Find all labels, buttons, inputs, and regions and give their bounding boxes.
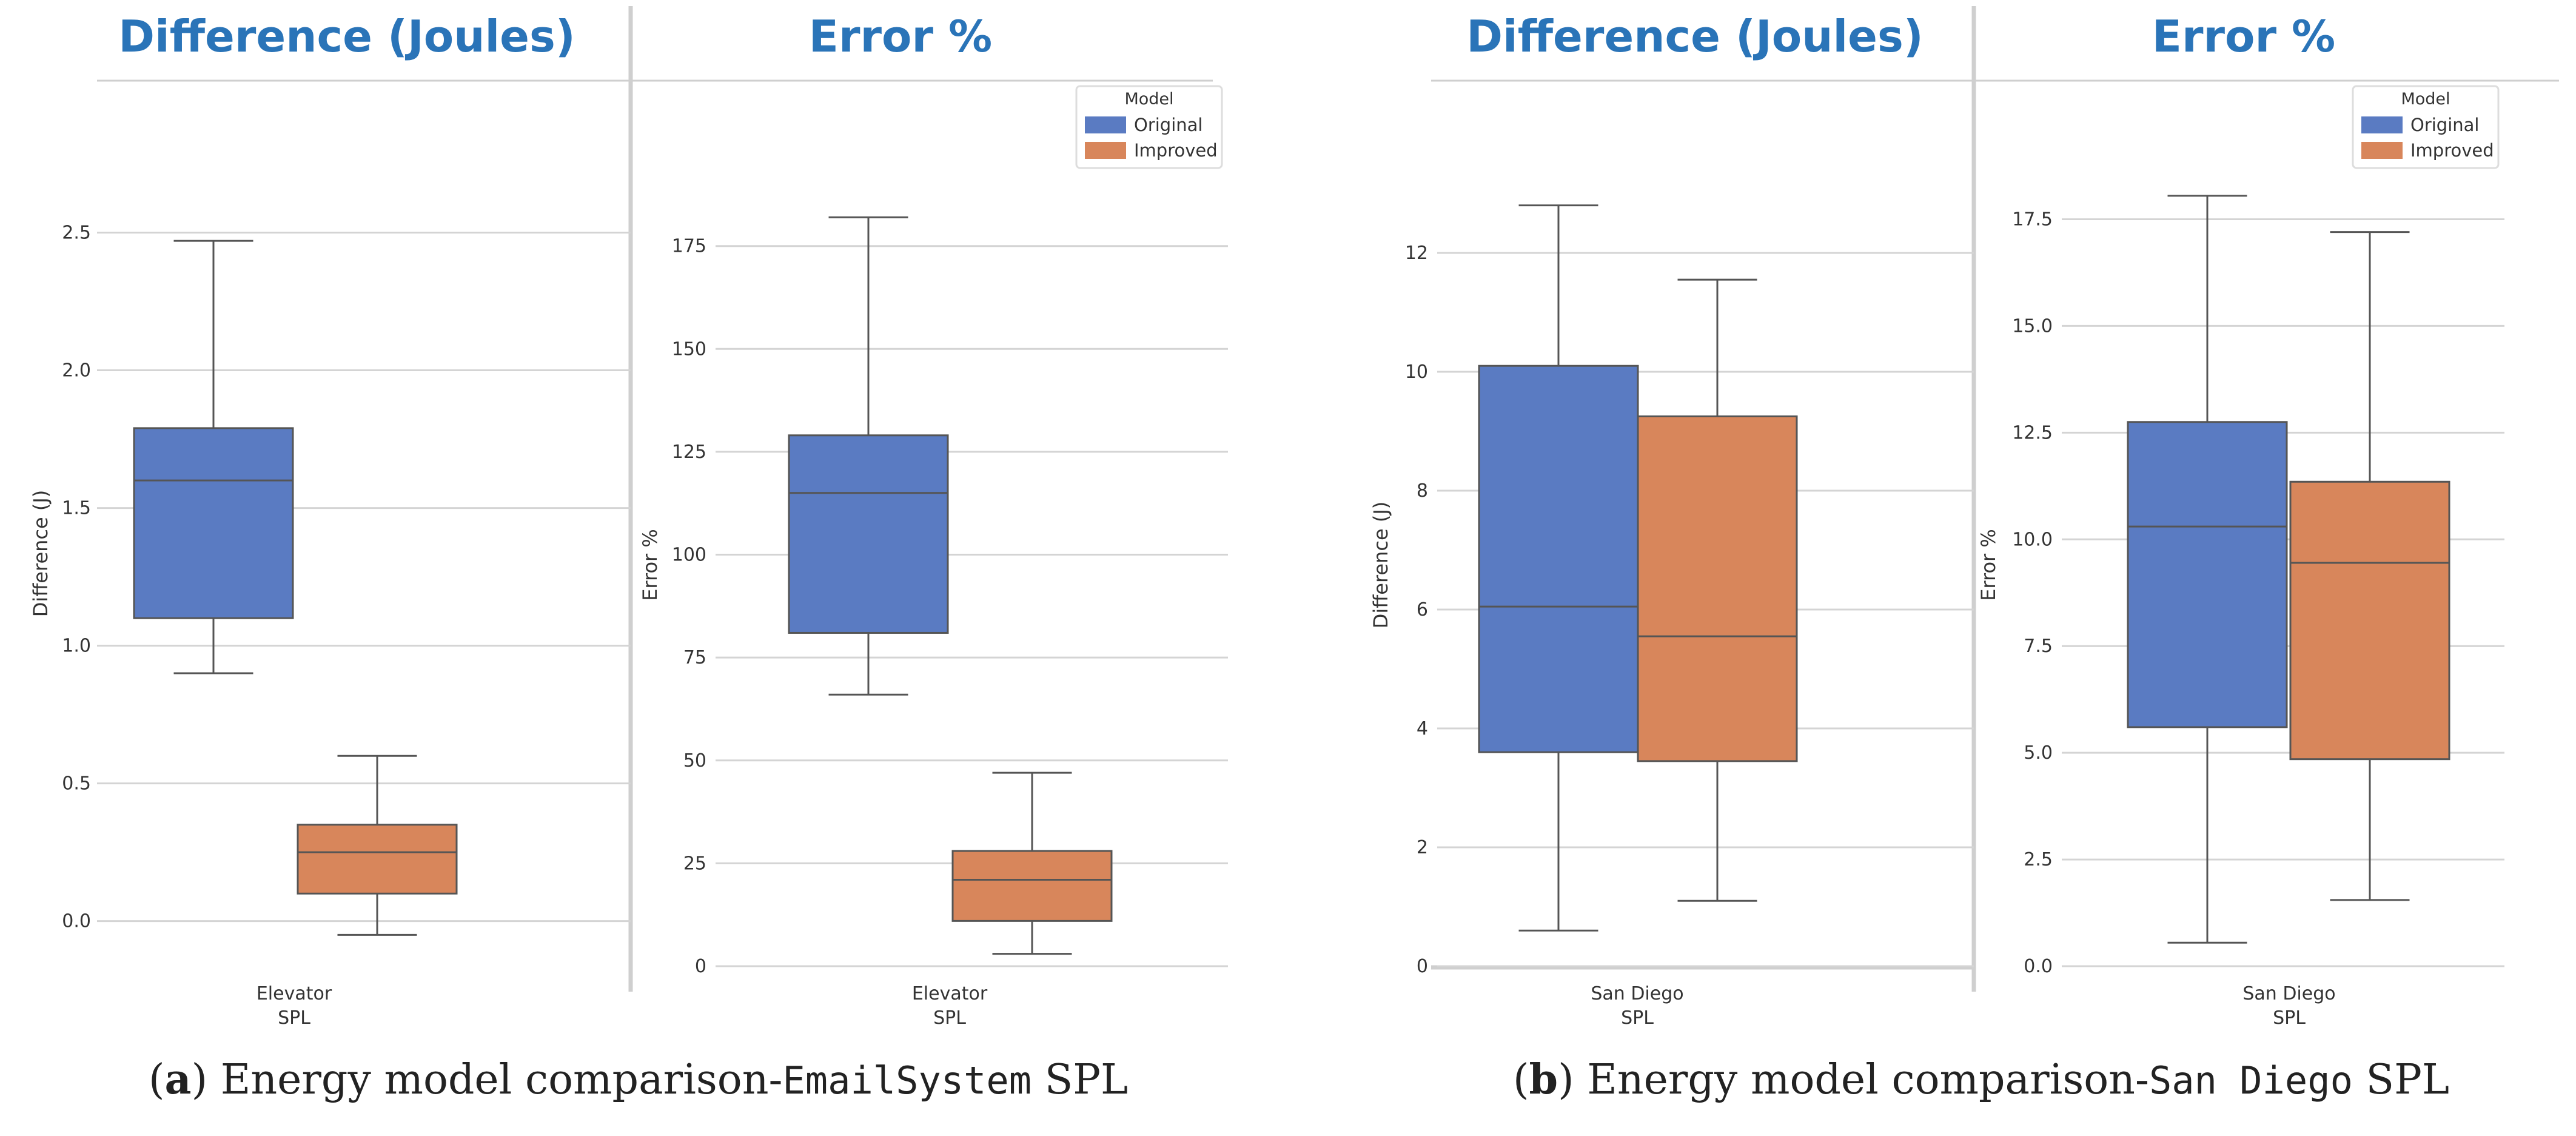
panel-a-right-original-box [788, 434, 949, 634]
panel-a-right-improved-box [951, 850, 1113, 922]
panel-b-left-ytick-label: 4 [1417, 718, 1428, 739]
panel-a-right-ytick-label: 50 [683, 750, 706, 771]
panel-a-right-ytick-label: 100 [672, 545, 706, 566]
caption-a-text-after: SPL [1031, 1056, 1129, 1104]
panel-a-right-title: Error % [809, 11, 992, 62]
panel-b-right-legend-label-original: Original [2410, 115, 2479, 135]
panel-a-right-legend-label-original: Original [1134, 115, 1202, 135]
panel-a-right-xtick-label: Elevator [912, 983, 988, 1004]
panel-b-right-legend-swatch-original [2361, 116, 2403, 133]
caption-a-label: a [164, 1055, 192, 1104]
panel-b-right-ytick-label: 15.0 [2012, 315, 2053, 337]
panel-b-right-xlabel: SPL [2273, 1007, 2306, 1029]
panel-b-right-ytick-label: 5.0 [2024, 742, 2053, 764]
panel-b-right-ytick-label: 0.0 [2024, 956, 2053, 977]
panel-a-left-xlabel: SPL [278, 1007, 310, 1029]
panel-a-right-ytick-label: 150 [672, 338, 706, 360]
panel-b-right-legend-title: Model [2401, 90, 2450, 109]
panel-b-right-improved-box [2289, 480, 2450, 761]
panel-a-right-legend-title: Model [1124, 90, 1173, 109]
panel-a-left-title: Difference (Joules) [118, 11, 575, 62]
panel-b-left-ytick-label: 10 [1405, 361, 1428, 383]
panel-a-right-ytick-label: 175 [672, 236, 706, 257]
panel-a-right-ytick-label: 125 [672, 442, 706, 463]
panel-a-left-improved-box [297, 824, 458, 895]
panel-a-left-ylabel: Difference (J) [29, 490, 52, 617]
panel-b-left-ytick-label: 2 [1417, 837, 1428, 858]
figure: Difference (Joules) 0.0 0.5 1.0 1.5 2.0 2.5 Dif… [29, 6, 2559, 1029]
panel-b-left-ytick-label: 8 [1417, 480, 1428, 502]
caption-b-text-before: ) Energy model comparison- [1558, 1056, 2149, 1104]
panel-a-right-ytick-label: 75 [683, 647, 706, 668]
panel-a-left-xtick-label: Elevator [257, 983, 332, 1004]
panel-a-left-ytick-label: 2.5 [62, 223, 91, 244]
panel-b-left-ytick-label: 0 [1417, 956, 1428, 977]
panel-a-right-ylabel: Error % [639, 529, 662, 601]
caption-a: (a) Energy model comparison-EmailSystem … [149, 1055, 1129, 1104]
panel-b-right-ytick-label: 2.5 [2024, 849, 2053, 870]
caption-a-text-before: ) Energy model comparison- [191, 1056, 783, 1104]
caption-b-label: b [1529, 1055, 1558, 1104]
panel-a-right-ytick-label: 25 [683, 853, 706, 874]
panel-a-left-original-box [133, 427, 294, 619]
panel-b-right-original-box [2127, 421, 2288, 728]
panel-b-right-legend-label-improved: Improved [2410, 140, 2494, 161]
panel-a-right-legend-label-improved: Improved [1134, 140, 1218, 161]
panel-a-right-legend-swatch-improved [1085, 142, 1126, 159]
panel-b-left-title: Difference (Joules) [1466, 11, 1923, 62]
panel-b-right-legend-swatch-improved [2361, 142, 2403, 159]
panel-a-left-ytick-label: 2.0 [62, 360, 91, 381]
caption-b-text-after: SPL [2352, 1056, 2450, 1104]
panel-b-left-ylabel: Difference (J) [1369, 502, 1392, 629]
panel-b-right-ytick-label: 17.5 [2012, 209, 2053, 230]
caption-a-code: EmailSystem [782, 1058, 1032, 1103]
panel-a-left-ytick-label: 1.5 [62, 498, 91, 519]
caption-b: (b) Energy model comparison-San Diego SP… [1513, 1055, 2450, 1104]
panel-a-right-xlabel: SPL [933, 1007, 966, 1029]
panel-b-right-ytick-label: 12.5 [2012, 422, 2053, 443]
panel-b-right-ylabel: Error % [1977, 529, 2000, 601]
panel-a-right-legend-swatch-original [1085, 116, 1126, 133]
panel-b-left-xtick-label: San Diego [1591, 983, 1683, 1004]
panel-a-left-ytick-label: 1.0 [62, 636, 91, 657]
panel-b-right-title: Error % [2152, 11, 2335, 62]
panel-b-left-ytick-label: 6 [1417, 599, 1428, 620]
panel-b-left-original-box [1478, 365, 1639, 753]
panel-b-left-xlabel: SPL [1621, 1007, 1654, 1029]
panel-b-right-xtick-label: San Diego [2242, 983, 2335, 1004]
panel-b-right-ytick-label: 7.5 [2024, 636, 2053, 657]
panel-b-left-ytick-label: 12 [1405, 243, 1428, 264]
panel-a-left-ytick-label: 0.0 [62, 911, 91, 932]
panel-a-left-ytick-label: 0.5 [62, 773, 91, 795]
caption-b-code: San Diego [2148, 1058, 2353, 1103]
panel-b-right-ytick-label: 10.0 [2012, 529, 2053, 550]
panel-a-right-ytick-label: 0 [695, 956, 706, 977]
panel-b-left-improved-box [1637, 415, 1798, 762]
